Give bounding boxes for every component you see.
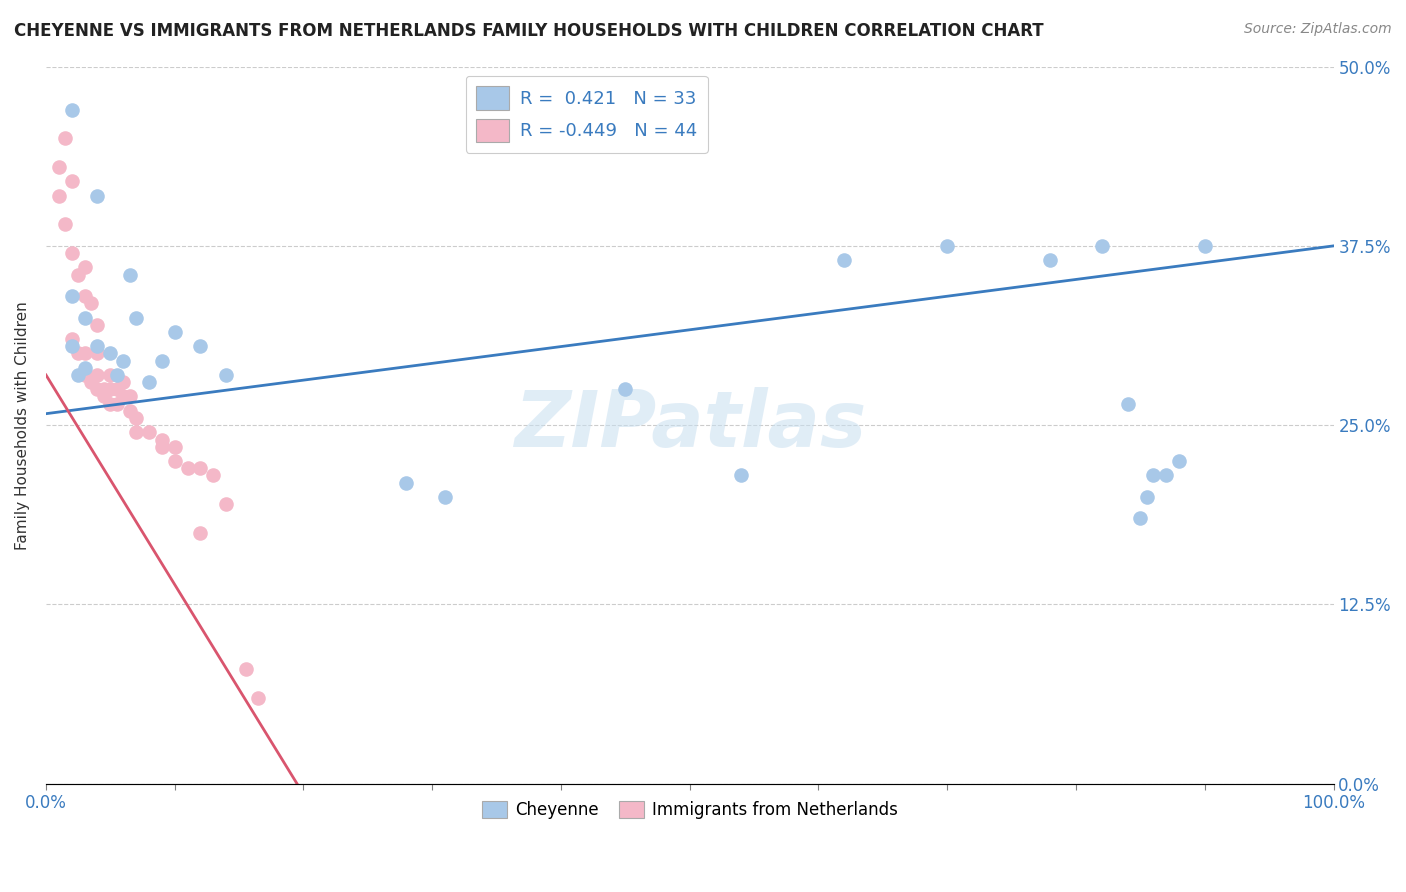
Point	[86, 368, 108, 382]
Point	[125, 425, 148, 440]
Point	[93, 382, 115, 396]
Point	[163, 325, 186, 339]
Point	[434, 490, 457, 504]
Point	[105, 397, 128, 411]
Point	[190, 339, 212, 353]
Point	[150, 353, 173, 368]
Point	[48, 188, 70, 202]
Point	[67, 268, 90, 282]
Text: ZIPatlas: ZIPatlas	[513, 387, 866, 463]
Point	[73, 368, 96, 382]
Point	[215, 368, 238, 382]
Point	[53, 131, 76, 145]
Point	[60, 289, 83, 303]
Point	[150, 433, 173, 447]
Point	[80, 375, 103, 389]
Point	[98, 346, 121, 360]
Point	[86, 382, 108, 396]
Text: CHEYENNE VS IMMIGRANTS FROM NETHERLANDS FAMILY HOUSEHOLDS WITH CHILDREN CORRELAT: CHEYENNE VS IMMIGRANTS FROM NETHERLANDS …	[14, 22, 1043, 40]
Point	[80, 296, 103, 310]
Point	[112, 375, 135, 389]
Point	[112, 353, 135, 368]
Point	[98, 368, 121, 382]
Point	[190, 461, 212, 475]
Point	[176, 461, 198, 475]
Point	[73, 260, 96, 275]
Point	[67, 346, 90, 360]
Point	[614, 382, 637, 396]
Point	[1154, 468, 1177, 483]
Point	[247, 690, 270, 705]
Point	[202, 468, 225, 483]
Y-axis label: Family Households with Children: Family Households with Children	[15, 301, 30, 549]
Point	[98, 382, 121, 396]
Point	[1168, 454, 1191, 468]
Point	[93, 389, 115, 403]
Point	[1039, 253, 1062, 268]
Point	[138, 375, 160, 389]
Point	[1091, 239, 1114, 253]
Point	[60, 174, 83, 188]
Point	[190, 525, 212, 540]
Point	[86, 346, 108, 360]
Point	[235, 662, 257, 676]
Point	[163, 440, 186, 454]
Point	[98, 397, 121, 411]
Point	[163, 454, 186, 468]
Point	[215, 497, 238, 511]
Point	[118, 404, 141, 418]
Point	[73, 310, 96, 325]
Point	[112, 389, 135, 403]
Point	[60, 246, 83, 260]
Point	[105, 382, 128, 396]
Point	[936, 239, 959, 253]
Point	[53, 218, 76, 232]
Point	[86, 188, 108, 202]
Point	[86, 318, 108, 332]
Point	[60, 103, 83, 117]
Point	[48, 160, 70, 174]
Text: Source: ZipAtlas.com: Source: ZipAtlas.com	[1244, 22, 1392, 37]
Point	[118, 389, 141, 403]
Point	[73, 346, 96, 360]
Point	[86, 339, 108, 353]
Point	[60, 332, 83, 346]
Point	[1116, 397, 1139, 411]
Point	[60, 339, 83, 353]
Point	[1129, 511, 1152, 525]
Point	[125, 411, 148, 425]
Point	[832, 253, 855, 268]
Point	[73, 289, 96, 303]
Point	[150, 440, 173, 454]
Point	[138, 425, 160, 440]
Point	[67, 368, 90, 382]
Point	[395, 475, 418, 490]
Point	[73, 360, 96, 375]
Legend: Cheyenne, Immigrants from Netherlands: Cheyenne, Immigrants from Netherlands	[475, 794, 904, 826]
Point	[730, 468, 752, 483]
Point	[105, 368, 128, 382]
Point	[1142, 468, 1164, 483]
Point	[1194, 239, 1216, 253]
Point	[1136, 490, 1159, 504]
Point	[125, 310, 148, 325]
Point	[118, 268, 141, 282]
